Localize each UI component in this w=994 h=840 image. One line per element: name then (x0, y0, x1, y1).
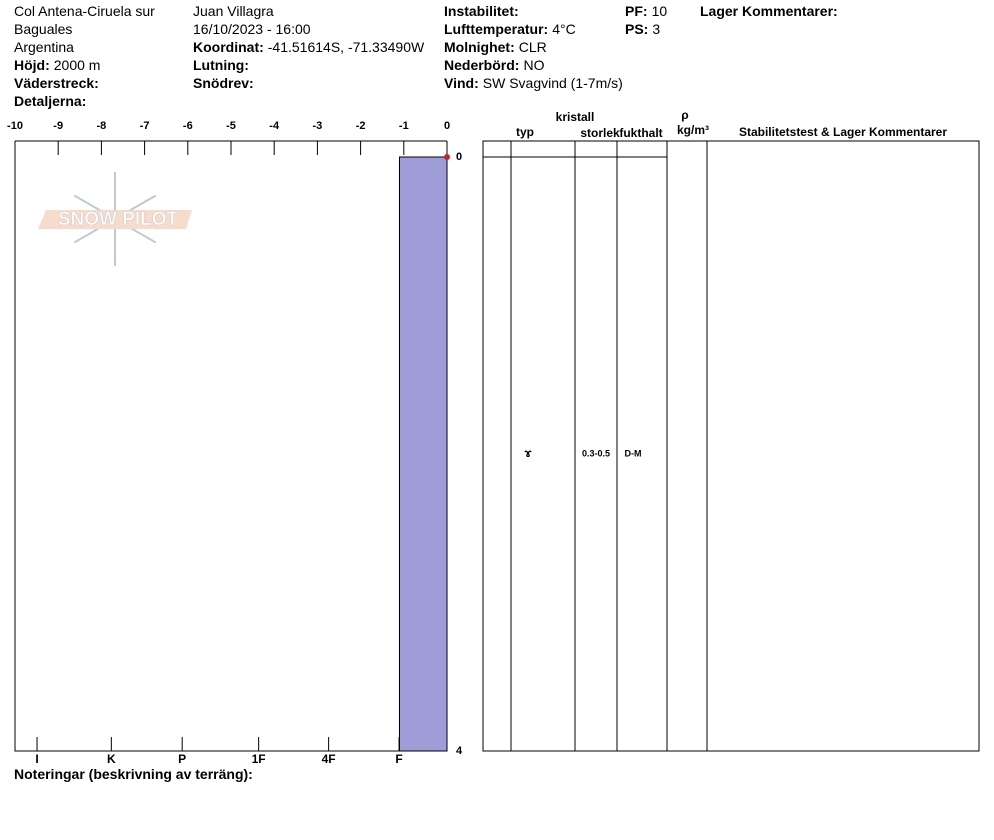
field-label: PS: (625, 21, 649, 37)
header-field: PF: 10 (625, 3, 667, 19)
field-label: Lutning: (193, 57, 249, 73)
depth-label: 4 (456, 745, 463, 757)
table-header: typ (516, 125, 534, 139)
field-value: 10 (651, 3, 668, 19)
header-field: Snödrev: (193, 75, 258, 91)
field-value: -41.51614S, -71.33490W (267, 39, 425, 55)
field-label: Höjd: (14, 57, 50, 73)
field-value: Baguales (14, 21, 73, 37)
table-header: fukthalt (619, 126, 662, 140)
field-label: Väderstreck: (14, 75, 99, 91)
table-header: kg/m³ (677, 123, 709, 137)
logo-text: SNOW PILOT (58, 209, 179, 230)
header-field: Koordinat: -41.51614S, -71.33490W (193, 39, 424, 55)
field-value: Argentina (14, 39, 74, 55)
field-value: 2000 m (53, 57, 101, 73)
header-field: Vind: SW Svagvind (1-7m/s) (444, 75, 623, 91)
x-tick-label: -9 (53, 120, 63, 132)
header-field: Lutning: (193, 57, 253, 73)
x-tick-label: -4 (269, 120, 280, 132)
header-field: Col Antena-Ciruela sur (14, 3, 155, 19)
header-field: 16/10/2023 - 16:00 (193, 21, 311, 37)
frame (14, 141, 448, 752)
hardness-label: 1F (252, 752, 266, 766)
field-label: Lager Kommentarer: (700, 3, 838, 19)
footer: Noteringar (beskrivning av terräng): (14, 766, 253, 782)
x-tick-label: -10 (7, 120, 23, 132)
hardness-label: F (395, 752, 402, 766)
table-header: kristall (556, 110, 595, 124)
field-value: CLR (518, 39, 547, 55)
moisture: D-M (625, 448, 642, 458)
field-value: Juan Villagra (193, 3, 274, 19)
field-value: NO (523, 57, 545, 73)
field-label: Nederbörd: (444, 57, 520, 73)
header-field: Lufttemperatur: 4°C (444, 21, 576, 37)
hardness-label: K (107, 752, 116, 766)
header-field: Nederbörd: NO (444, 57, 544, 73)
field-value: 4°C (552, 21, 576, 37)
hardness-label: I (35, 752, 38, 766)
header-field: Detaljerna: (14, 93, 90, 109)
field-label: Lufttemperatur: (444, 21, 549, 37)
header-field: Argentina (14, 39, 74, 55)
depth-label: 0 (456, 151, 462, 163)
table-frame (482, 140, 980, 752)
header-field: Lager Kommentarer: (700, 3, 842, 19)
field-value: 3 (652, 21, 661, 37)
logo-band (38, 210, 192, 229)
x-tick-label: -7 (140, 120, 150, 132)
header-field: PS: 3 (625, 21, 660, 37)
table-header: Stabilitetstest & Lager Kommentarer (739, 125, 947, 139)
header-field: Väderstreck: (14, 75, 103, 91)
field-value: 16/10/2023 - 16:00 (193, 21, 311, 37)
x-tick-label: -2 (356, 120, 366, 132)
header-field: Höjd: 2000 m (14, 57, 100, 73)
x-tick-label: -3 (313, 120, 323, 132)
field-value: Col Antena-Ciruela sur (14, 3, 155, 19)
field-value: SW Svagvind (1-7m/s) (482, 75, 623, 91)
grain-type: ɤ (524, 446, 532, 460)
grain-size: 0.3-0.5 (582, 448, 610, 458)
field-label: PF: (625, 3, 648, 19)
field-label: Snödrev: (193, 75, 254, 91)
x-tick-label: -1 (399, 120, 409, 132)
logo: SNOW PILOT (38, 172, 192, 266)
header-field: Baguales (14, 21, 72, 37)
field-label: Vind: (444, 75, 479, 91)
x-tick-label: -6 (183, 120, 193, 132)
x-tick-label: 0 (444, 120, 450, 132)
field-label: Koordinat: (193, 39, 264, 55)
temperature-point (444, 154, 450, 160)
table-header: storlek (580, 126, 620, 140)
layer-bar (398, 156, 448, 752)
x-tick-label: -8 (97, 120, 107, 132)
table-header: ρ (681, 108, 688, 122)
hardness-label: P (178, 752, 186, 766)
x-tick-label: -5 (226, 120, 236, 132)
header-field: Instabilitet: (444, 3, 523, 19)
field-label: Molnighet: (444, 39, 515, 55)
field-label: Detaljerna: (14, 93, 87, 109)
hardness-label: 4F (322, 752, 336, 766)
header-field: Molnighet: CLR (444, 39, 547, 55)
field-label: Instabilitet: (444, 3, 519, 19)
header-field: Juan Villagra (193, 3, 274, 19)
